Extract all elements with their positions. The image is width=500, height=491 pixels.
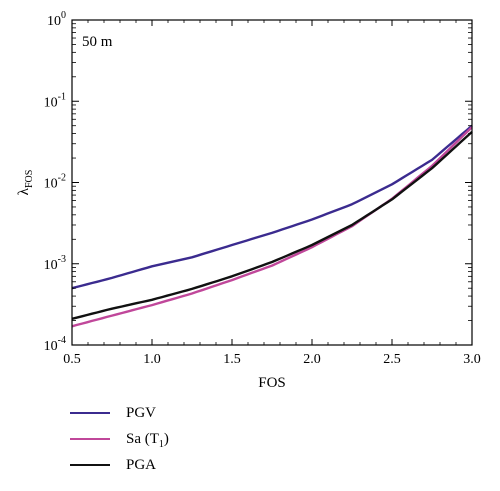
y-axis-title-main: λ [16, 187, 32, 195]
legend-item-pgv: PGV [70, 400, 169, 426]
y-tick-label: 10-2 [44, 173, 66, 192]
x-tick-label: 0.5 [63, 352, 81, 367]
y-tick-label: 10-4 [44, 335, 66, 354]
y-axis-title-sub: FOS [24, 170, 35, 188]
legend-label-pga: PGA [126, 456, 157, 473]
x-tick-label: 2.0 [303, 352, 321, 367]
legend-swatch-sa [70, 438, 110, 440]
y-tick-label: 100 [47, 10, 66, 29]
series-line-pga [71, 131, 473, 320]
legend-item-pga: PGA [70, 452, 169, 478]
panel-annotation: 50 m [82, 34, 113, 50]
series-line-sa [71, 126, 473, 328]
series-layer [71, 124, 473, 328]
legend: PGV Sa (T1) PGA [70, 400, 169, 478]
y-tick-label: 10-3 [44, 254, 66, 273]
x-axis-title: FOS [258, 375, 286, 391]
legend-swatch-pgv [70, 412, 110, 414]
legend-swatch-pga [70, 464, 110, 466]
legend-item-sa: Sa (T1) [70, 426, 169, 452]
y-axis-title: λFOS [16, 170, 35, 196]
x-tick-label: 2.5 [383, 352, 401, 367]
x-tick-label: 1.5 [223, 352, 241, 367]
legend-label-pgv: PGV [126, 404, 157, 421]
legend-label-sa: Sa (T1) [126, 430, 169, 450]
y-tick-label: 10-1 [44, 91, 66, 110]
series-line-pgv [71, 124, 473, 290]
line-chart: 0.5 1.0 1.5 2.0 2.5 3.0 10-4 10-3 10-2 10-1 100 50… [16, 10, 481, 391]
x-tick-label: 3.0 [463, 352, 481, 367]
x-tick-label: 1.0 [143, 352, 161, 367]
